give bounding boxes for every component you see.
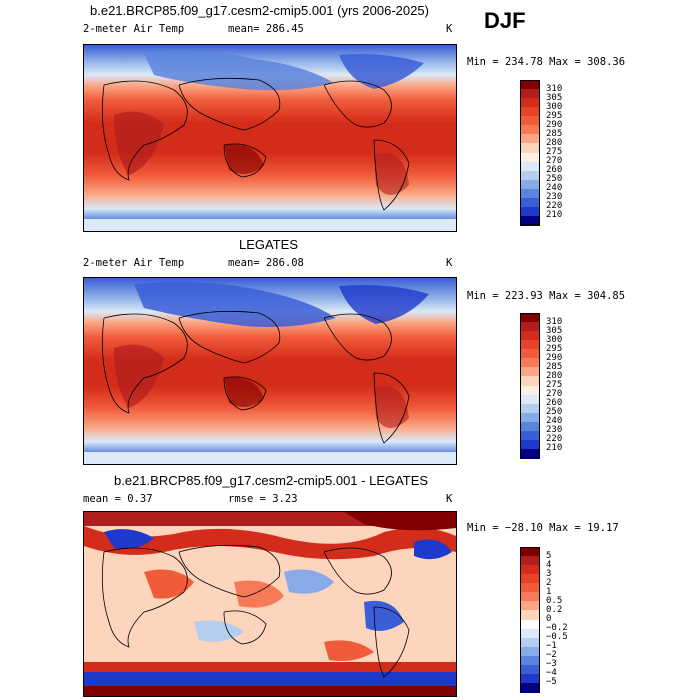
- colorbar-tick-label: 300: [546, 101, 563, 112]
- colorbar-swatch: [520, 448, 540, 459]
- colorbar-tick-label: 280: [546, 370, 563, 381]
- colorbar-tick-label: 305: [546, 92, 563, 103]
- colorbar-tick-label: 275: [546, 147, 563, 157]
- colorbar-tick-label: −2: [546, 650, 557, 661]
- panel-3-mean-label: mean = 0.37: [83, 493, 153, 505]
- season-label: DJF: [484, 8, 526, 33]
- colorbar-tick-label: 260: [546, 398, 563, 409]
- colorbar-tick-label: 280: [546, 137, 563, 148]
- panel-3-units: K: [446, 493, 453, 505]
- colorbar-tick-label: 285: [546, 361, 563, 372]
- colorbar-tick-label: 0.2: [546, 604, 563, 615]
- panel-2-colorbar: 310 305 300 295 290 285 280 275 270 260 250 240 230 2…: [520, 313, 570, 459]
- panel-1-mean-label: mean= 286.45: [228, 23, 304, 35]
- colorbar-tick-label: −5: [546, 677, 557, 688]
- colorbar-tick-label: −3: [546, 659, 557, 670]
- panel-1-units: K: [446, 23, 453, 35]
- colorbar-tick-label: 310: [546, 316, 563, 327]
- colorbar-tick-label: 270: [546, 156, 563, 167]
- colorbar-tick-label: 250: [546, 174, 563, 185]
- colorbar-tick-label: −0.5: [546, 632, 568, 643]
- colorbar-tick-label: 5: [546, 550, 552, 561]
- colorbar-tick-label: 0.5: [546, 595, 563, 606]
- panel-1-colorbar: 310 305 300 295 290 285 280 275 270 260 250 240 230 2…: [520, 80, 570, 226]
- panel-2-map: [83, 277, 457, 465]
- colorbar-tick-label: 230: [546, 192, 563, 203]
- colorbar-tick-label: 230: [546, 425, 563, 436]
- panel-1-map: [83, 44, 457, 232]
- panel-2-units: K: [446, 257, 453, 269]
- panel-3-map: [83, 511, 457, 697]
- colorbar-tick-label: −4: [546, 668, 557, 679]
- colorbar-tick-label: 0: [546, 614, 552, 624]
- colorbar-swatch: [520, 682, 540, 693]
- colorbar-tick-label: 290: [546, 352, 563, 363]
- colorbar-tick-label: 240: [546, 183, 563, 194]
- colorbar-tick-label: 285: [546, 128, 563, 139]
- colorbar-tick-label: 270: [546, 389, 563, 400]
- panel-3-title: b.e21.BRCP85.f09_g17.cesm2-cmip5.001 - L…: [114, 473, 429, 488]
- colorbar-tick-label: 275: [546, 380, 563, 390]
- colorbar-tick-label: 240: [546, 416, 563, 427]
- colorbar-tick-label: 3: [546, 568, 552, 579]
- panel-1-variable-label: 2-meter Air Temp: [83, 23, 185, 35]
- panel-3-rmse-label: rmse = 3.23: [228, 493, 298, 505]
- colorbar-tick-label: 1: [546, 586, 552, 597]
- panel-3-minmax: Min = −28.10 Max = 19.17: [467, 522, 619, 534]
- colorbar-tick-label: 210: [546, 210, 563, 221]
- colorbar-tick-label: 300: [546, 334, 563, 345]
- colorbar-swatch: [520, 215, 540, 226]
- colorbar-tick-label: 305: [546, 325, 563, 336]
- colorbar-tick-label: 220: [546, 201, 563, 212]
- colorbar-tick-label: 260: [546, 165, 563, 176]
- colorbar-tick-label: −1: [546, 641, 557, 652]
- colorbar-tick-label: 220: [546, 434, 563, 445]
- colorbar-tick-label: 250: [546, 407, 563, 418]
- panel-1-minmax: Min = 234.78 Max = 308.36: [467, 56, 626, 68]
- panel-2-title: LEGATES: [239, 237, 299, 252]
- colorbar-tick-label: 210: [546, 443, 563, 454]
- colorbar-tick-label: 310: [546, 83, 563, 94]
- colorbar-tick-label: 4: [546, 559, 552, 570]
- panel-2-variable-label: 2-meter Air Temp: [83, 257, 185, 269]
- colorbar-tick-label: −0.2: [546, 623, 568, 634]
- colorbar-tick-label: 295: [546, 343, 563, 354]
- colorbar-tick-label: 295: [546, 110, 563, 121]
- panel-2-minmax: Min = 223.93 Max = 304.85: [467, 290, 626, 302]
- panel-3-colorbar: 5 4 3 2 1 0.5 0.2 0 −0.2 −0.5 −1 −2 −3 −4 −5: [520, 547, 570, 693]
- panel-2-mean-label: mean= 286.08: [228, 257, 304, 269]
- panel-1-title: b.e21.BRCP85.f09_g17.cesm2-cmip5.001 (yr…: [90, 3, 429, 18]
- colorbar-tick-label: 2: [546, 577, 552, 588]
- colorbar-tick-label: 290: [546, 119, 563, 130]
